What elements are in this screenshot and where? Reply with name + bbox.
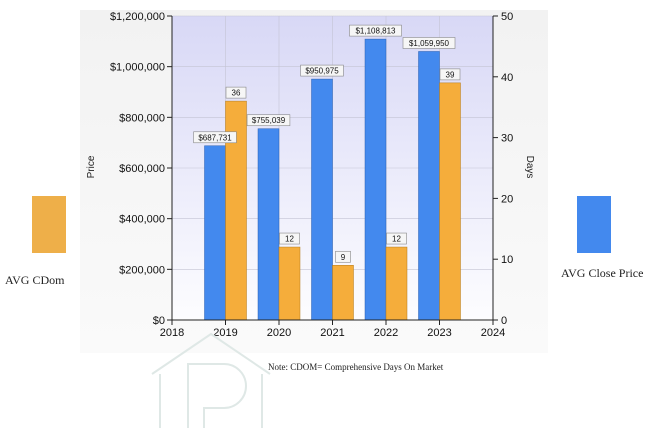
house-p-logo-icon [151,332,271,428]
data-label-cdom: 12 [392,235,401,244]
data-label-close-price: $687,731 [198,133,232,142]
x-tick-label: 2018 [160,327,184,339]
data-label-box [225,86,247,99]
bar-close-price [364,38,387,321]
axes: $1,200,000 $1,000,000 $800,000 $600,000 $400… [110,11,513,339]
y2-tick-label: 30 [501,133,513,145]
data-label-box [300,64,344,77]
bar-close-price [204,145,226,321]
data-label-box [246,114,291,127]
y2-tick-label: 0 [501,315,507,327]
x-tick-label: 2022 [374,327,398,339]
bar-close-price [418,51,440,321]
data-label-close-price: $755,039 [252,116,286,125]
y2-tick-label: 20 [501,193,513,205]
x-tick-label: 2020 [267,327,291,339]
y-tick-label: $1,200,000 [110,11,165,23]
data-label-box [335,250,351,263]
x-tick-label: 2023 [427,327,451,339]
data-label-box [386,232,407,245]
y-tick-label: $800,000 [119,112,165,124]
data-label-box [193,131,237,144]
y-axis-title: Price [86,155,97,178]
y2-tick-label: 10 [501,254,513,266]
y2-axis-title: Days [524,156,535,179]
legend-swatch-close-price [577,196,611,253]
y2-tick-label: 40 [501,72,513,84]
x-tick-label: 2021 [320,327,344,339]
data-label-box [402,37,456,49]
x-tick-label: 2024 [481,327,505,339]
data-label-box [439,68,461,81]
y2-tick-label: 50 [501,11,513,23]
y-tick-label: $400,000 [119,214,165,226]
y-tick-label: $600,000 [119,163,165,175]
bar-cdom [332,265,354,321]
data-label-cdom: 12 [285,235,294,244]
data-label-box [279,232,300,245]
x-tick-label: 2019 [213,327,237,339]
bar-cdom [385,246,408,321]
y-tick-label: $1,000,000 [110,62,165,74]
data-label-close-price: $1,108,813 [355,27,396,36]
data-label-box [349,24,402,37]
bar-cdom [278,246,301,321]
legend-label-cdom: AVG CDom [5,273,65,287]
legend-label-close-price: AVG Close Price [561,266,644,280]
bar-cdom [439,82,461,321]
bar-close-price [311,78,333,321]
data-label-close-price: $950,975 [305,67,339,76]
legend-swatch-cdom [32,196,66,253]
bar-close-price [257,128,280,321]
y-tick-label: $0 [153,315,165,327]
data-label-cdom: 9 [341,253,346,262]
note-text: Note: CDOM= Comprehensive Days On Market [268,362,444,372]
y-tick-label: $200,000 [119,264,165,276]
data-label-cdom: 36 [232,89,241,98]
data-label-close-price: $1,059,950 [409,39,450,48]
data-label-cdom: 39 [446,70,455,79]
data-labels: $687,731 36 $755,039 12 $950,975 9 $1,108,813 1… [193,24,461,263]
